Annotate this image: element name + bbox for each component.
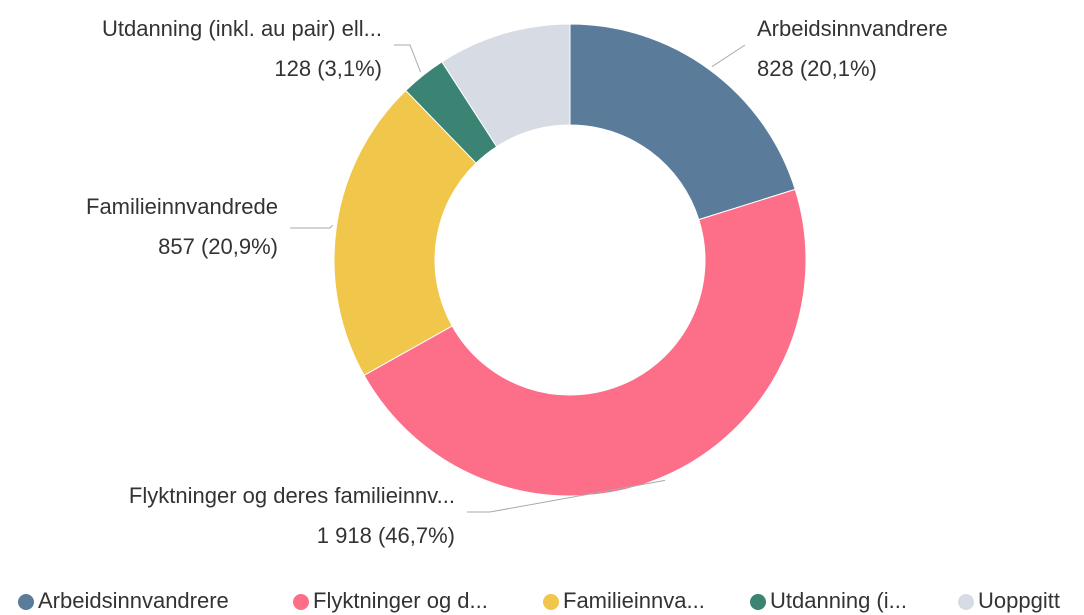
slice xyxy=(441,23,571,148)
value-label: 1 918 (46,7%) xyxy=(317,523,455,548)
slice-label: Familieinnvandrede xyxy=(86,194,278,219)
leader-line xyxy=(290,224,333,229)
legend-label: Utdanning (i... xyxy=(770,588,907,613)
leader-line xyxy=(467,479,666,513)
legend-label: Flyktninger og d... xyxy=(313,588,488,613)
slice-label: Arbeidsinnvandrere xyxy=(757,16,948,41)
legend-label: Arbeidsinnvandrere xyxy=(38,588,229,613)
value-label: 857 (20,9%) xyxy=(158,234,278,259)
legend-marker xyxy=(18,594,34,610)
legend-marker xyxy=(958,594,974,610)
slice-label: Flyktninger og deres familieinnv... xyxy=(129,483,455,508)
slice xyxy=(333,89,477,376)
slice-label: Utdanning (inkl. au pair) ell... xyxy=(102,16,382,41)
value-label: 128 (3,1%) xyxy=(274,56,382,81)
legend-label: Familieinnva... xyxy=(563,588,705,613)
legend-marker xyxy=(750,594,766,610)
legend-marker xyxy=(543,594,559,610)
leader-line xyxy=(711,44,746,67)
slice xyxy=(569,23,796,221)
legend-marker xyxy=(293,594,309,610)
leader-line xyxy=(394,44,422,73)
legend-label: Uoppgitt xyxy=(978,588,1060,613)
slice xyxy=(363,188,807,497)
value-label: 828 (20,1%) xyxy=(757,56,877,81)
